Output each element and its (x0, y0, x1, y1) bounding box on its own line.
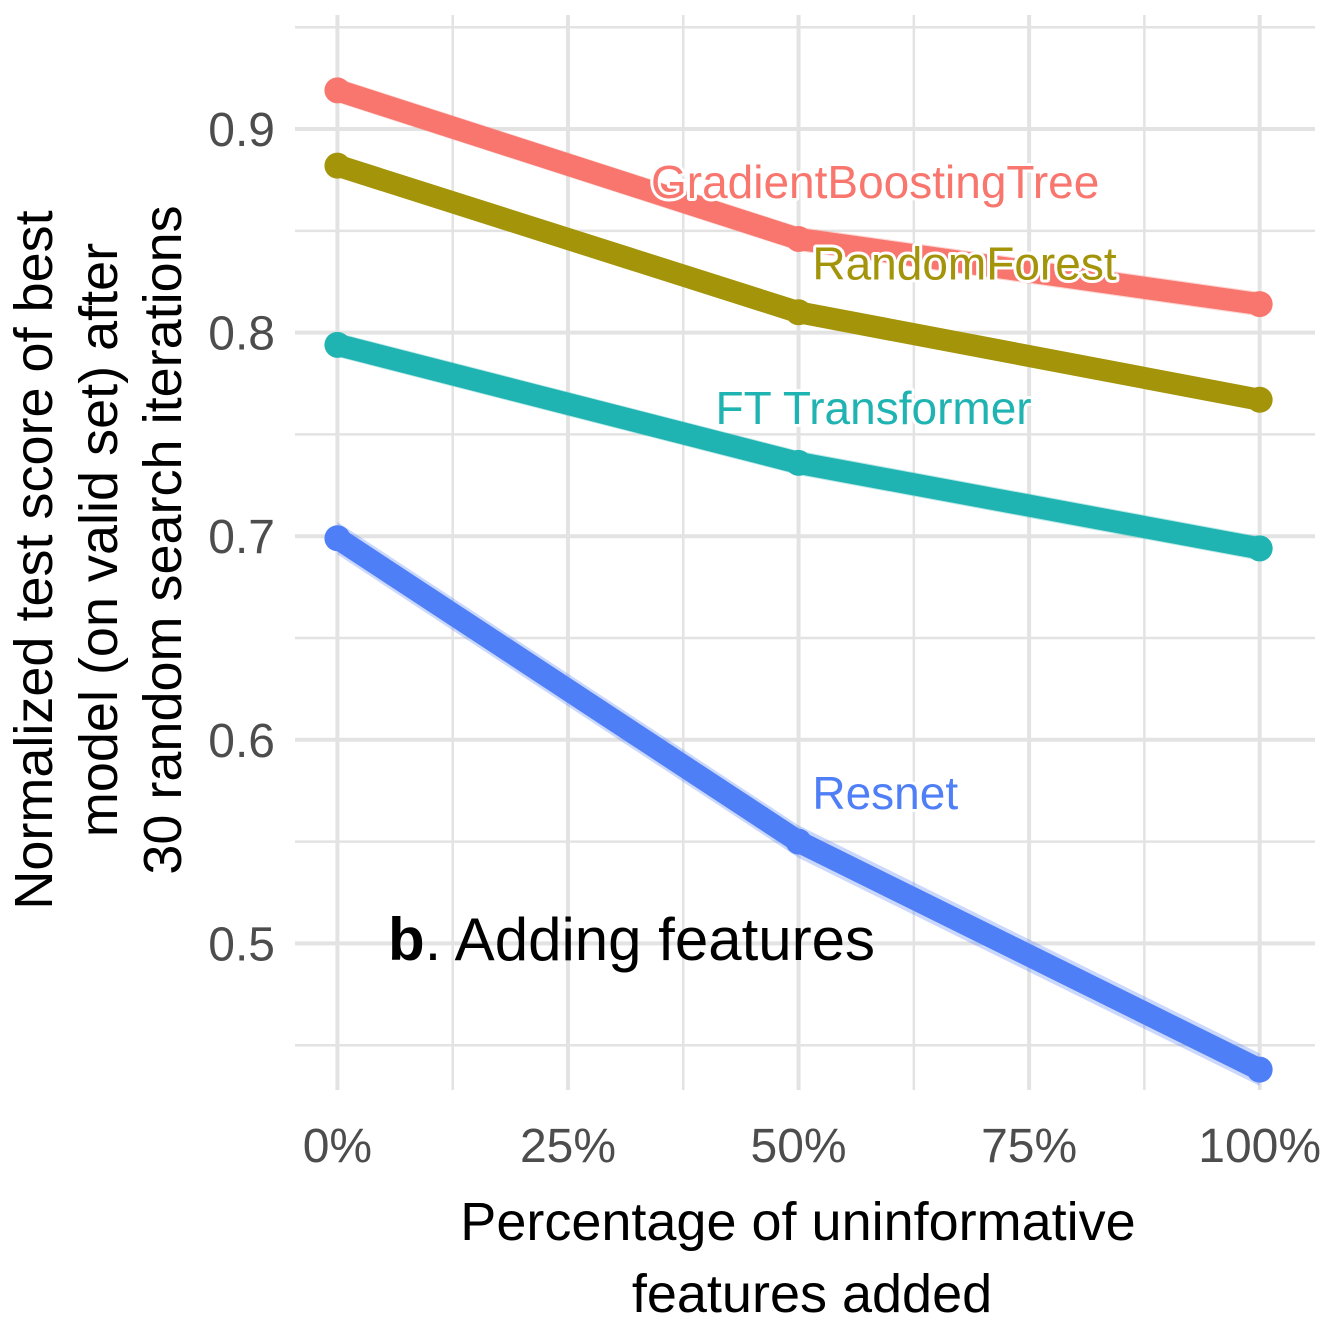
y-axis-title-line2: model (on valid set) after (69, 243, 129, 837)
y-tick-labels: 0.5 0.6 0.7 0.8 0.9 (208, 104, 275, 971)
y-axis-title-line3: 30 random search iterations (133, 205, 193, 874)
x-tick-label: 0% (303, 1120, 372, 1173)
ft-transformer-label: FT Transformer (716, 382, 1032, 434)
grid (295, 15, 1315, 1090)
y-tick-label: 0.5 (208, 918, 275, 971)
randomforest-point (324, 152, 351, 179)
ft-transformer-point (1246, 535, 1273, 562)
y-axis-title-line1: Normalized test score of best (4, 210, 64, 909)
panel-title: b. Adding features (388, 906, 875, 973)
resnet-point (324, 525, 351, 552)
y-tick-label: 0.8 (208, 308, 275, 361)
y-tick-label: 0.6 (208, 715, 275, 768)
randomforest-point (1246, 386, 1273, 413)
randomforest-label: RandomForest (812, 238, 1116, 290)
x-tick-label: 25% (520, 1120, 616, 1173)
gradientboostingtree-point (324, 77, 351, 104)
gradientboostingtree-point (1246, 291, 1273, 318)
resnet-point (1246, 1056, 1273, 1083)
ft-transformer-point (324, 331, 351, 358)
resnet-point (785, 828, 812, 855)
y-tick-label: 0.9 (208, 104, 275, 157)
gradientboostingtree-point (785, 225, 812, 252)
resnet-label: Resnet (812, 767, 958, 819)
gradientboostingtree-label: GradientBoostingTree (651, 156, 1099, 208)
series-labels: GradientBoostingTree RandomForest FT Trans… (648, 153, 1120, 822)
panel-title-text: . Adding features (425, 906, 875, 973)
series-points (324, 77, 1273, 1083)
x-axis-title-line2: features added (632, 1264, 992, 1324)
x-tick-label: 50% (751, 1120, 847, 1173)
x-axis-title-line1: Percentage of uninformative (460, 1192, 1135, 1252)
panel-title-letter: b (388, 906, 425, 973)
ft-transformer-point (785, 449, 812, 476)
x-tick-label: 100% (1198, 1120, 1321, 1173)
y-tick-label: 0.7 (208, 511, 275, 564)
randomforest-point (785, 299, 812, 326)
x-tick-label: 75% (981, 1120, 1077, 1173)
x-tick-labels: 0% 25% 50% 75% 100% (303, 1120, 1321, 1173)
